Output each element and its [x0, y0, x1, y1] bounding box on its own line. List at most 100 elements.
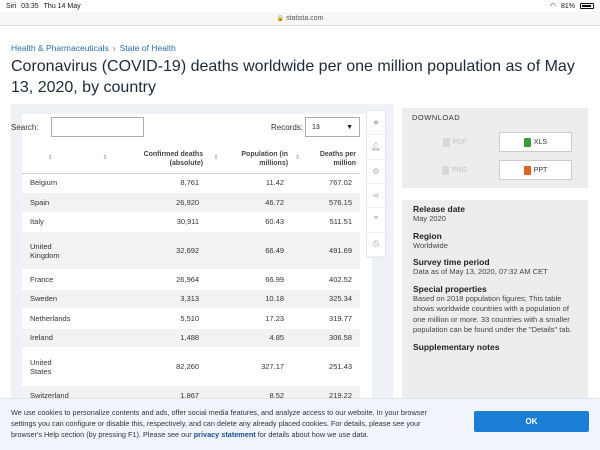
header-confirmed-deaths[interactable]: Confirmed deaths (absolute)	[131, 145, 208, 174]
cell-deaths-per-million: 491.69	[292, 231, 360, 270]
breadcrumb: Health & Pharmaceuticals › State of Heal…	[11, 43, 176, 53]
cell-confirmed-deaths: 82,260	[78, 347, 208, 386]
print-icon[interactable]: ⎙	[366, 233, 386, 257]
cell-country: Spain	[22, 192, 79, 213]
sort-deaths-icon[interactable]: ⇕	[78, 145, 132, 174]
download-ppt-button[interactable]: PPT	[499, 160, 572, 180]
cell-confirmed-deaths: 26,920	[78, 192, 208, 213]
table-header-row: ⇕ ⇕ Confirmed deaths (absolute) ⇕ Popula…	[22, 145, 360, 174]
breadcrumb-state-of-health[interactable]: State of Health	[119, 43, 176, 53]
release-date-value: May 2020	[413, 214, 446, 223]
download-xls-button[interactable]: XLS	[499, 132, 572, 152]
sort-population-icon[interactable]: ⇕	[207, 145, 226, 174]
supplementary-notes-label: Supplementary notes	[413, 341, 500, 352]
cookie-ok-button[interactable]: OK	[474, 411, 589, 432]
survey-period-value: Data as of May 13, 2020, 07:32 AM CET	[413, 267, 548, 276]
cell-deaths-per-million: 306.58	[292, 328, 360, 348]
cell-country: Italy	[22, 212, 79, 232]
png-icon	[441, 165, 449, 175]
cell-deaths-per-million: 767.02	[292, 173, 360, 193]
cell-country: Ireland	[22, 328, 79, 348]
cell-deaths-per-million: 511.51	[292, 212, 360, 232]
cell-confirmed-deaths: 8,761	[78, 173, 208, 193]
cell-deaths-per-million: 576.15	[292, 192, 360, 213]
cookie-text: We use cookies to personalize contents a…	[11, 407, 451, 440]
table-row: Belgium 8,761 11.42 767.02	[22, 173, 360, 193]
wifi-icon: ◠	[549, 3, 556, 10]
lock-icon: 🔒	[276, 16, 285, 22]
table-row: Netherlands 5,510 17.23 319.77	[22, 308, 360, 329]
ppt-icon	[523, 165, 531, 175]
share-icon[interactable]: ⋖	[366, 184, 386, 209]
special-properties-value: Based on 2018 population figures; This t…	[413, 293, 572, 335]
cell-confirmed-deaths: 32,692	[78, 231, 208, 270]
cell-confirmed-deaths: 5,510	[78, 308, 208, 329]
header-deaths-per-million[interactable]: Deaths per million	[303, 145, 360, 174]
cell-population: 17.23	[207, 308, 293, 329]
table-row: United States 82,260 327.17 251.43	[22, 347, 360, 386]
breadcrumb-health-pharma[interactable]: Health & Pharmaceuticals	[11, 43, 109, 53]
sort-per-million-icon[interactable]: ⇕	[292, 145, 304, 174]
xls-label: XLS	[533, 138, 548, 146]
statistic-details-panel: Release date May 2020 Region Worldwide S…	[402, 200, 588, 400]
cell-population: 66.49	[207, 231, 293, 270]
cell-country: Netherlands	[22, 308, 79, 329]
download-png-button[interactable]: PNG	[418, 160, 491, 180]
header-population[interactable]: Population (in millions)	[225, 145, 293, 174]
cell-population: 327.17	[207, 347, 293, 386]
sort-country-icon[interactable]: ⇕	[22, 145, 79, 174]
download-panel: DOWNLOAD PDF XLS PNG PPT	[402, 108, 588, 188]
star-icon[interactable]: ★	[366, 111, 386, 136]
cell-confirmed-deaths: 26,964	[78, 269, 208, 290]
region-label: Region	[413, 230, 442, 241]
pdf-label: PDF	[452, 138, 467, 146]
data-table: ⇕ ⇕ Confirmed deaths (absolute) ⇕ Popula…	[22, 145, 360, 425]
address-bar[interactable]: 🔒 statista.com	[0, 12, 600, 26]
region-value: Worldwide	[413, 240, 448, 250]
cookie-banner: We use cookies to personalize contents a…	[0, 398, 600, 450]
cell-population: 66.99	[207, 269, 293, 290]
cookie-text-main: We use cookies to personalize contents a…	[11, 408, 427, 439]
gear-icon[interactable]: ⚙	[366, 160, 386, 184]
cell-country: United Kingdom	[22, 231, 79, 270]
survey-period-label: Survey time period	[413, 257, 490, 267]
special-properties-label: Special properties	[413, 283, 487, 294]
table-row: United Kingdom 32,692 66.49 491.69	[22, 231, 360, 270]
table-row: Italy 30,911 60.43 511.51	[22, 212, 360, 232]
cell-population: 60.43	[207, 212, 293, 232]
release-date-label: Release date	[413, 204, 465, 214]
cell-deaths-per-million: 251.43	[292, 347, 360, 386]
breadcrumb-separator-icon: ›	[112, 43, 116, 53]
download-heading: DOWNLOAD	[412, 113, 461, 122]
cell-confirmed-deaths: 1,488	[78, 328, 208, 348]
url-text: statista.com	[286, 15, 324, 22]
cell-deaths-per-million: 319.77	[292, 308, 360, 329]
clock-date: Thu 14 May	[43, 2, 81, 10]
table-row: Ireland 1,488 4.85 306.58	[22, 328, 360, 348]
clock-time: 03:35	[21, 2, 39, 10]
cell-confirmed-deaths: 3,313	[78, 289, 208, 309]
bell-icon[interactable]: 🔔︎	[366, 135, 386, 160]
download-pdf-button[interactable]: PDF	[418, 132, 491, 152]
xls-icon	[523, 137, 531, 147]
records-value: 13	[312, 123, 320, 131]
cell-confirmed-deaths: 30,911	[78, 212, 208, 232]
table-row: France 26,964 66.99 402.52	[22, 269, 360, 290]
battery-percent: 81%	[560, 2, 575, 10]
table-row: Sweden 3,313 10.18 325.34	[22, 289, 360, 309]
cell-country: France	[22, 269, 79, 290]
search-input[interactable]	[51, 117, 144, 137]
cell-population: 11.42	[207, 173, 293, 193]
page-title: Coronavirus (COVID-19) deaths worldwide …	[11, 58, 575, 96]
cell-country: United States	[22, 347, 79, 386]
cell-country: Belgium	[22, 173, 79, 193]
privacy-statement-link[interactable]: privacy statement	[193, 430, 256, 439]
png-label: PNG	[451, 166, 468, 174]
quote-icon[interactable]: ❞	[366, 208, 386, 233]
pdf-icon	[442, 137, 450, 147]
cell-deaths-per-million: 402.52	[292, 269, 360, 290]
cell-population: 4.85	[207, 328, 293, 348]
search-label: Search:	[11, 123, 39, 132]
cell-population: 10.18	[207, 289, 293, 309]
records-select[interactable]: 13 ▼	[305, 117, 360, 137]
